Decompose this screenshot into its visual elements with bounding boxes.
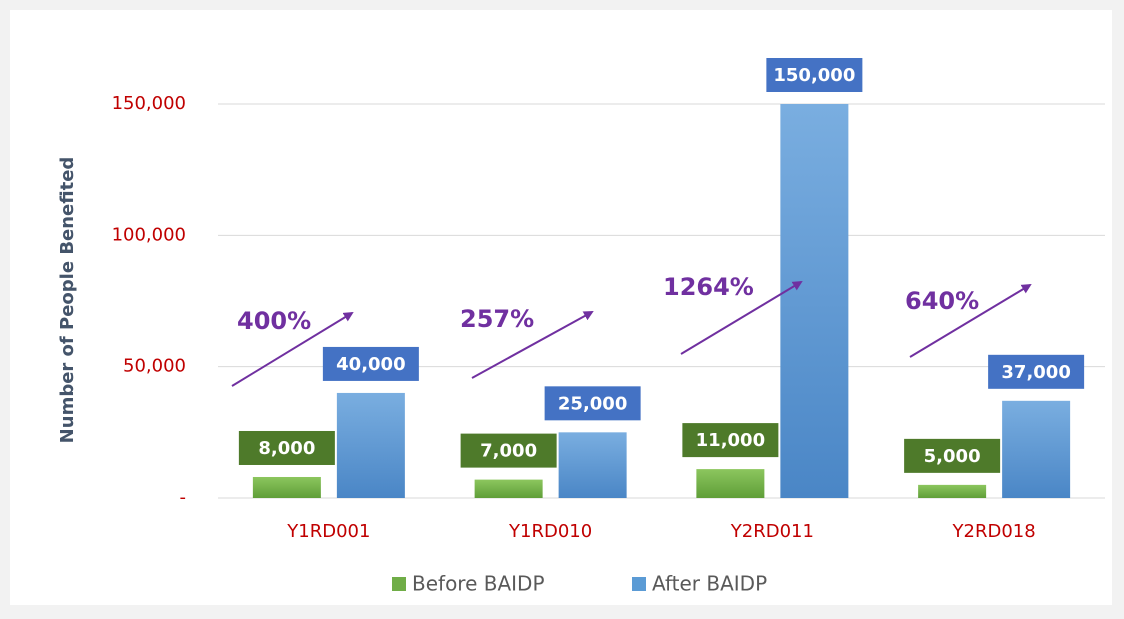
growth-label: 257% <box>460 305 534 333</box>
data-label: 5,000 <box>924 446 981 467</box>
data-label: 150,000 <box>773 65 855 86</box>
bar <box>780 104 849 498</box>
data-label-box <box>988 354 1085 389</box>
bar <box>558 432 627 498</box>
data-label-box <box>238 430 335 465</box>
growth-label: 640% <box>905 287 979 315</box>
data-label: 7,000 <box>480 441 537 462</box>
data-label: 8,000 <box>258 438 315 459</box>
growth-arrow <box>680 280 803 355</box>
bar <box>1002 400 1071 498</box>
legend-swatch <box>632 577 646 591</box>
bar <box>474 479 543 498</box>
data-label-box <box>460 433 557 468</box>
bar <box>918 484 987 498</box>
growth-label: 400% <box>237 307 311 335</box>
x-tick-label: Y1RD010 <box>508 521 592 542</box>
data-label: 37,000 <box>1001 362 1070 383</box>
growth-arrow <box>231 311 354 387</box>
y-tick-label: 50,000 <box>123 356 186 377</box>
data-label-box <box>904 438 1001 473</box>
y-axis-label: Number of People Benefited <box>57 157 78 444</box>
legend-swatch <box>392 577 406 591</box>
data-label: 25,000 <box>558 393 627 414</box>
growth-label: 1264% <box>663 273 754 301</box>
y-tick-label: 100,000 <box>112 224 186 245</box>
data-label-box <box>322 346 419 381</box>
bar <box>252 476 321 498</box>
x-tick-label: Y2RD018 <box>952 521 1036 542</box>
bar <box>696 469 765 498</box>
legend-label: After BAIDP <box>652 572 767 596</box>
plot-background <box>10 10 1112 605</box>
data-label-box <box>544 386 641 421</box>
x-tick-label: Y2RD011 <box>730 521 814 542</box>
data-label: 40,000 <box>336 354 405 375</box>
growth-arrow <box>909 283 1032 358</box>
x-tick-label: Y1RD001 <box>286 521 370 542</box>
growth-arrow <box>471 311 594 379</box>
bar <box>336 392 405 498</box>
data-label-box <box>766 58 863 92</box>
y-tick-label: - <box>180 487 187 508</box>
legend-label: Before BAIDP <box>412 572 545 596</box>
data-label: 11,000 <box>696 430 765 451</box>
y-tick-label: 150,000 <box>112 93 186 114</box>
data-label-box <box>682 423 779 458</box>
